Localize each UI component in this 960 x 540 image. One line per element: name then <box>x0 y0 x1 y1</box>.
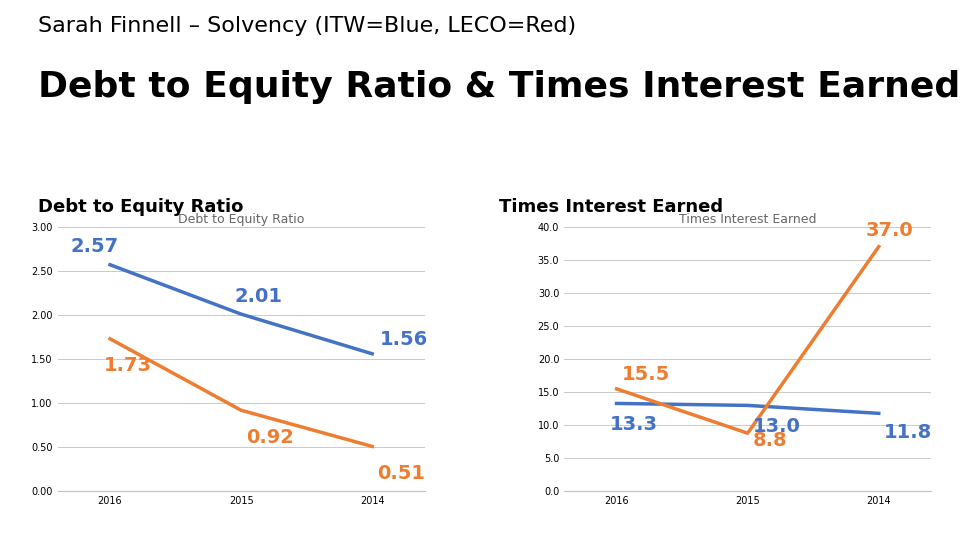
Text: 37.0: 37.0 <box>866 221 913 240</box>
Text: Sarah Finnell – Solvency (ITW=Blue, LECO=Red): Sarah Finnell – Solvency (ITW=Blue, LECO… <box>38 16 577 36</box>
Text: 1.56: 1.56 <box>380 329 428 348</box>
Text: 13.3: 13.3 <box>610 415 658 434</box>
Text: 2.57: 2.57 <box>71 237 119 256</box>
Text: 13.0: 13.0 <box>753 417 801 436</box>
Text: Times Interest Earned: Times Interest Earned <box>499 198 723 216</box>
Text: 0.92: 0.92 <box>247 428 295 447</box>
Text: 2.01: 2.01 <box>234 287 282 306</box>
Text: 0.51: 0.51 <box>377 464 425 483</box>
Text: 15.5: 15.5 <box>622 364 670 383</box>
Text: Debt to Equity Ratio & Times Interest Earned: Debt to Equity Ratio & Times Interest Ea… <box>38 70 960 104</box>
Text: Debt to Equity Ratio: Debt to Equity Ratio <box>38 198 244 216</box>
Text: 8.8: 8.8 <box>753 431 787 450</box>
Text: 11.8: 11.8 <box>884 423 932 442</box>
Title: Debt to Equity Ratio: Debt to Equity Ratio <box>178 213 304 226</box>
Title: Times Interest Earned: Times Interest Earned <box>679 213 816 226</box>
Text: 1.73: 1.73 <box>104 356 152 375</box>
